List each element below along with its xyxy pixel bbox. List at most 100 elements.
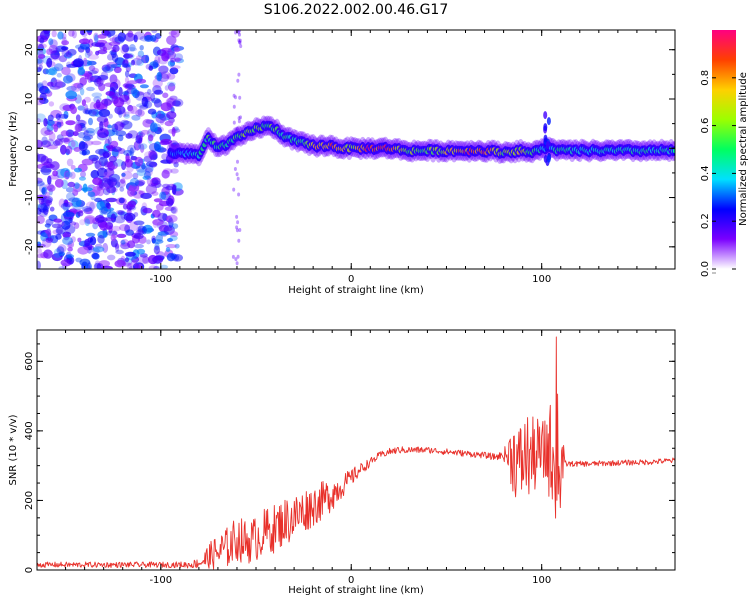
spectrogram-cell (89, 201, 95, 212)
spectrogram-cell (87, 70, 98, 75)
spectrogram-cell (96, 216, 108, 222)
x-tick-label: -100 (149, 575, 172, 586)
spectrogram-cell (78, 38, 91, 45)
spectrogram-cell (124, 251, 136, 257)
spectrogram-cell (114, 105, 126, 115)
x-tick-label: -100 (149, 274, 172, 285)
spectrogram-cell (136, 55, 143, 61)
spectrogram-cell (44, 129, 54, 136)
spectrogram-cell (109, 37, 121, 42)
spectrogram-cell (126, 80, 138, 85)
spectrogram-cell (545, 141, 550, 149)
spectrogram-cell (42, 195, 54, 204)
spectrogram-cell (239, 115, 242, 120)
spectrogram-cell (77, 132, 86, 139)
spectrogram-cell (66, 254, 74, 259)
spectrogram-cell (69, 221, 77, 226)
spectrogram-cell (45, 199, 51, 207)
spectrogram-cell (236, 78, 240, 83)
spectrogram-cell (103, 171, 110, 178)
spectrogram-cell (107, 124, 112, 129)
spectrogram-cell (43, 118, 48, 127)
spectrogram-cell (120, 178, 126, 184)
spectrogram-cell (136, 169, 147, 177)
spectrogram-cell (93, 262, 102, 269)
spectrogram-cell (86, 50, 93, 56)
spectrogram-cell (543, 111, 548, 120)
spectrogram-cell (141, 54, 150, 64)
spectrogram-cell (172, 184, 177, 195)
spectrogram-cell (170, 30, 180, 38)
spectrogram-cell (173, 98, 184, 108)
spectrogram-cell (142, 118, 153, 128)
snr-frame (36, 329, 676, 571)
spectrogram-cell (37, 153, 47, 163)
spectrogram-cell (41, 186, 48, 196)
spectrogram-cell (83, 57, 88, 67)
spectrogram-cell (238, 95, 242, 100)
spectrogram-cell (74, 123, 81, 133)
spectrogram-cell (125, 47, 138, 52)
spectrogram-cell (94, 42, 105, 48)
spectrogram-cell (139, 132, 145, 138)
spectrogram-cell (83, 130, 96, 137)
spectrogram-cell (171, 127, 176, 137)
spectrogram-cell (104, 161, 114, 168)
spectrogram-cell (122, 83, 130, 88)
spectrogram-cell (85, 201, 97, 210)
spectrogram-cell (672, 148, 675, 154)
spectrogram-cell (53, 218, 62, 223)
spectrogram-cell (134, 156, 144, 167)
spectrogram-cell (168, 82, 176, 92)
y-tick-label: 600 (24, 352, 35, 371)
spectrogram-cell (155, 113, 166, 124)
spectrogram-cell (81, 261, 89, 269)
chart-title: S106.2022.002.00.46.G17 (264, 2, 449, 18)
spectrogram-cell (107, 136, 112, 146)
spectrogram-cell (80, 30, 86, 36)
snr-marks (37, 336, 675, 570)
spectrogram-cell (91, 140, 102, 146)
spectrogram-cell (121, 120, 133, 130)
spectrogram-cell (91, 67, 100, 74)
spectrogram-cell (78, 141, 88, 152)
spectrogram-cell (62, 75, 73, 84)
spectrogram-cell (65, 90, 77, 100)
spectrogram-cell (133, 34, 138, 43)
spectrogram-cell (124, 224, 130, 233)
spectrogram-cell (102, 42, 113, 51)
spectrogram-cell (134, 31, 145, 40)
spectrogram-cell (103, 207, 115, 212)
spectrogram-cell (110, 233, 116, 242)
spectrogram-cell (48, 174, 60, 180)
spectrogram-cell (108, 178, 117, 188)
spectrogram-cell (113, 66, 122, 74)
spectrogram-cell (98, 83, 106, 92)
spectrogram-cell (102, 150, 112, 158)
spectrogram-cell (88, 65, 96, 71)
spectrogram-cell (56, 134, 64, 141)
spectrogram-cell (232, 120, 236, 125)
spectrogram-cell (152, 219, 158, 229)
colorbar-tick-label: 0.6 (700, 118, 711, 134)
y-tick-label: -20 (24, 239, 35, 255)
spectrogram-cell (66, 242, 73, 248)
spectrogram-cell (77, 67, 86, 76)
spectrogram-cell (164, 120, 174, 127)
noise-speckles (37, 30, 243, 269)
spectrogram-cell (237, 72, 241, 77)
spectrogram-cell (117, 107, 122, 116)
spectrogram-cell (147, 108, 157, 115)
spectrogram-cell (63, 52, 73, 59)
spectrogram-cell (48, 101, 55, 107)
y-tick-label: 200 (24, 491, 35, 510)
spectrogram-cell (112, 44, 120, 53)
snr-panel: -100 0 100 0 200 400 600 Height of straight li… (8, 329, 676, 596)
spectrogram-cell (105, 197, 118, 203)
spectrogram-cell (171, 100, 181, 107)
y-tick-label: 20 (24, 43, 35, 56)
spectrogram-cell (95, 160, 102, 170)
spectrogram-cell (130, 260, 137, 267)
spectrogram-cell (63, 170, 70, 180)
spectrogram-cell (85, 30, 93, 33)
